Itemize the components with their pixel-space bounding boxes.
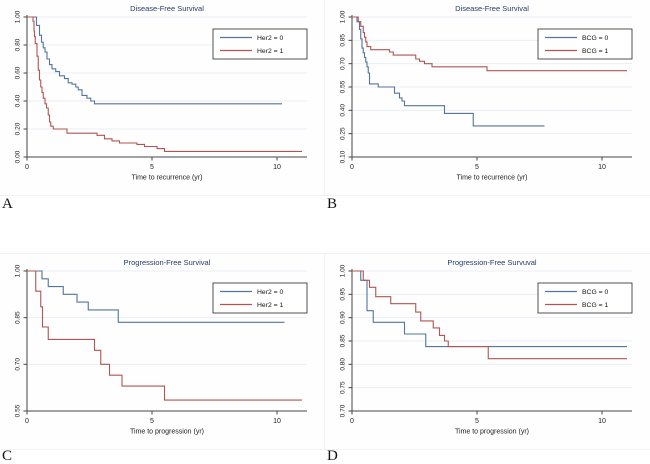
legend-item-label: Her2 = 1 <box>257 48 283 55</box>
y-tick-label: 0.60 <box>15 66 22 79</box>
y-tick-label: 0.85 <box>340 334 347 347</box>
panel-label-b: B <box>327 196 338 212</box>
x-tick-label: 10 <box>598 418 606 425</box>
y-tick-label: 0.25 <box>340 127 347 140</box>
y-tick-label: 0.85 <box>15 311 22 324</box>
panel-a: 0.00 0.20 0.40 0.60 0.80 1.00 0 5 10 Disease-Free… <box>0 0 325 232</box>
y-tick-label: 0.00 <box>15 150 22 163</box>
survival-curve-Her20 <box>27 270 285 323</box>
y-tick-label: 0.40 <box>15 94 22 107</box>
chart-title: Disease-Free Survival <box>455 4 529 13</box>
x-tick-label: 5 <box>475 418 479 425</box>
km-chart-dfs-bcg: 0.10 0.25 0.40 0.55 0.70 0.85 1.00 0 5 10 Disease-… <box>325 0 650 195</box>
chart-title: Progression-Free Survuval <box>447 258 537 267</box>
y-tick-label: 0.80 <box>15 38 22 51</box>
y-tick-label: 0.10 <box>340 150 347 163</box>
x-tick-label: 5 <box>150 164 154 171</box>
y-tick-label: 0.75 <box>340 381 347 394</box>
x-tick-label: 10 <box>273 418 281 425</box>
y-tick-label: 0.90 <box>340 311 347 324</box>
x-tick-label: 0 <box>350 164 354 171</box>
y-tick-label: 0.40 <box>340 104 347 117</box>
panel-label-a: A <box>2 196 13 212</box>
km-chart-pfs-her2: 0.55 0.70 0.85 1.00 0 5 10 Progression-Free Sur… <box>0 254 325 449</box>
survival-curve-BCG0 <box>352 16 545 127</box>
legend-item-label: BCG = 1 <box>582 48 608 55</box>
y-tick-label: 0.55 <box>340 80 347 93</box>
survival-curve-Her21 <box>27 16 302 152</box>
survival-curve-BCG1 <box>352 16 627 72</box>
x-tick-label: 10 <box>598 164 606 171</box>
x-axis-label: Time to recurrence (yr) <box>132 175 203 182</box>
y-tick-label: 0.70 <box>340 57 347 70</box>
legend-item-label: Her2 = 1 <box>257 302 283 309</box>
legend-box <box>212 28 308 60</box>
legend-box <box>212 282 308 314</box>
y-tick-label: 1.00 <box>340 264 347 277</box>
y-tick-label: 0.80 <box>340 358 347 371</box>
survival-curve-BCG0 <box>352 270 627 348</box>
panel-c: 0.55 0.70 0.85 1.00 0 5 10 Progression-Free Sur… <box>0 232 325 464</box>
x-axis-label: Time to progression (yr) <box>455 429 529 436</box>
legend-box <box>537 28 633 60</box>
legend: BCG = 0 BCG = 1 <box>537 28 633 60</box>
panel-d: 0.70 0.75 0.80 0.85 0.90 0.95 1.00 0 5 10 Progress… <box>325 232 650 464</box>
y-tick-label: 0.95 <box>340 288 347 301</box>
legend-item-label: BCG = 0 <box>582 35 608 42</box>
legend: Her2 = 0 Her2 = 1 <box>212 28 308 60</box>
survival-curve-Her20 <box>27 16 282 105</box>
panel-label-d: D <box>327 448 338 464</box>
x-tick-label: 5 <box>475 164 479 171</box>
survival-curve-BCG1 <box>352 270 627 360</box>
x-tick-label: 5 <box>150 418 154 425</box>
y-tick-label: 0.20 <box>15 122 22 135</box>
x-axis-label: Time to progression (yr) <box>130 429 204 436</box>
panel-b: 0.10 0.25 0.40 0.55 0.70 0.85 1.00 0 5 10 Disease-… <box>325 0 650 232</box>
x-tick-label: 10 <box>273 164 281 171</box>
legend-item-label: Her2 = 0 <box>257 289 283 296</box>
legend: Her2 = 0 Her2 = 1 <box>212 282 308 314</box>
legend: BCG = 0 BCG = 1 <box>537 282 633 314</box>
x-axis-label: Time to recurrence (yr) <box>457 175 528 182</box>
km-chart-pfs-bcg: 0.70 0.75 0.80 0.85 0.90 0.95 1.00 0 5 10 Progress… <box>325 254 650 449</box>
legend-item-label: BCG = 1 <box>582 302 608 309</box>
chart-title: Disease-Free Survival <box>130 4 204 13</box>
km-chart-dfs-her2: 0.00 0.20 0.40 0.60 0.80 1.00 0 5 10 Disease-Free… <box>0 0 325 195</box>
legend-box <box>537 282 633 314</box>
panel-label-c: C <box>2 448 13 464</box>
y-tick-label: 0.55 <box>15 404 22 417</box>
y-tick-label: 1.00 <box>15 10 22 23</box>
chart-title: Progression-Free Survival <box>124 258 211 267</box>
y-tick-label: 1.00 <box>15 264 22 277</box>
legend-item-label: Her2 = 0 <box>257 35 283 42</box>
legend-item-label: BCG = 0 <box>582 289 608 296</box>
survival-curve-Her21 <box>27 270 302 401</box>
y-tick-label: 0.70 <box>340 404 347 417</box>
x-tick-label: 0 <box>25 164 29 171</box>
y-tick-label: 1.00 <box>340 10 347 23</box>
y-tick-label: 0.85 <box>340 34 347 47</box>
x-tick-label: 0 <box>350 418 354 425</box>
x-tick-label: 0 <box>25 418 29 425</box>
y-tick-label: 0.70 <box>15 358 22 371</box>
